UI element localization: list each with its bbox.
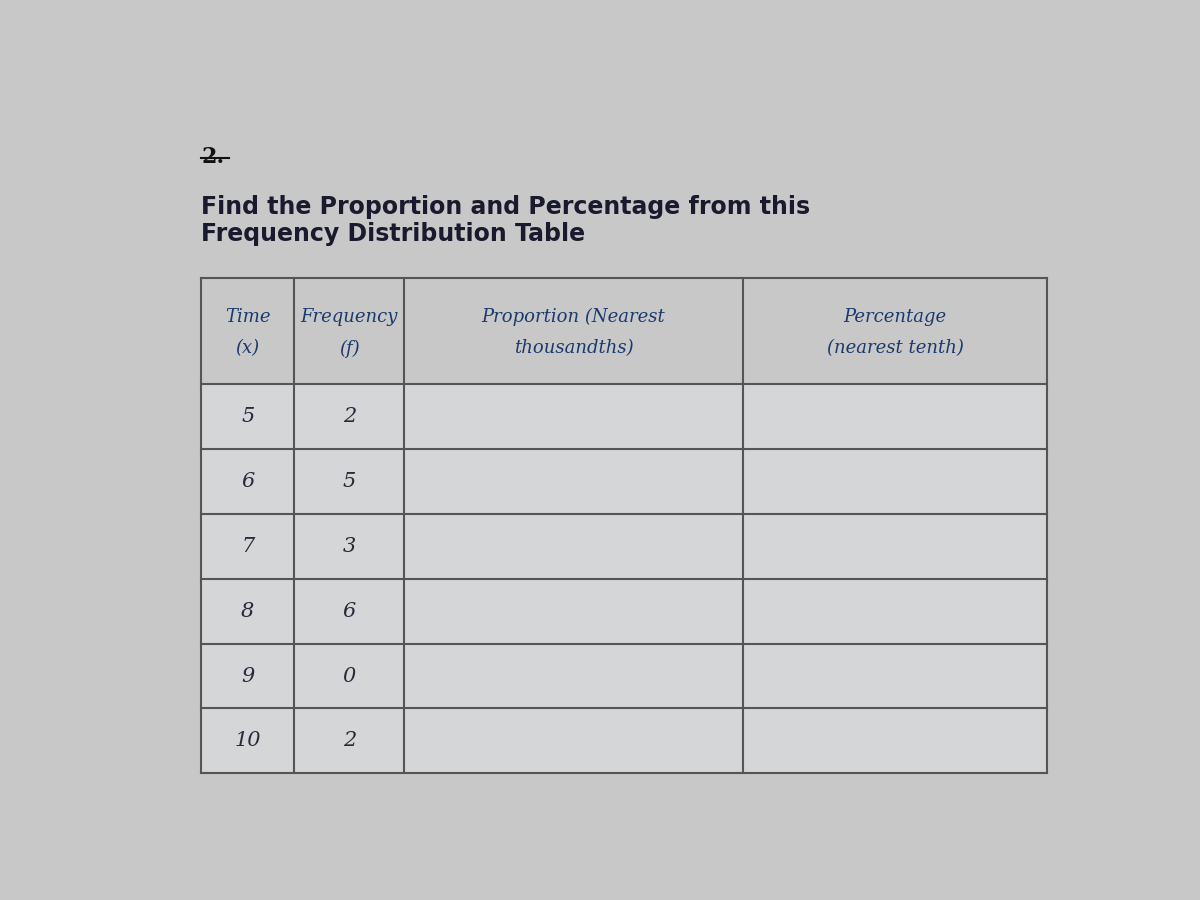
Text: 2: 2 (343, 732, 356, 751)
Text: thousandths): thousandths) (514, 339, 634, 357)
Text: 6: 6 (343, 602, 356, 621)
Text: 3: 3 (343, 537, 356, 556)
Text: 7: 7 (241, 537, 254, 556)
Text: Percentage: Percentage (844, 308, 947, 326)
Text: Frequency: Frequency (300, 308, 398, 326)
Text: Time: Time (224, 308, 270, 326)
Bar (202, 278, 1048, 773)
Text: 2.: 2. (202, 146, 224, 168)
Bar (202, 278, 1048, 384)
Text: 8: 8 (241, 602, 254, 621)
Text: Proportion (Nearest: Proportion (Nearest (481, 308, 665, 327)
Text: 5: 5 (241, 407, 254, 427)
Text: 6: 6 (241, 472, 254, 491)
Text: 0: 0 (343, 667, 356, 686)
Text: 5: 5 (343, 472, 356, 491)
Text: (x): (x) (235, 339, 259, 357)
Text: Frequency Distribution Table: Frequency Distribution Table (202, 222, 586, 247)
Text: 10: 10 (234, 732, 260, 751)
Text: 9: 9 (241, 667, 254, 686)
Text: Find the Proportion and Percentage from this: Find the Proportion and Percentage from … (202, 194, 810, 219)
Text: (nearest tenth): (nearest tenth) (827, 339, 964, 357)
Text: (f): (f) (338, 339, 360, 357)
Text: 2: 2 (343, 407, 356, 427)
